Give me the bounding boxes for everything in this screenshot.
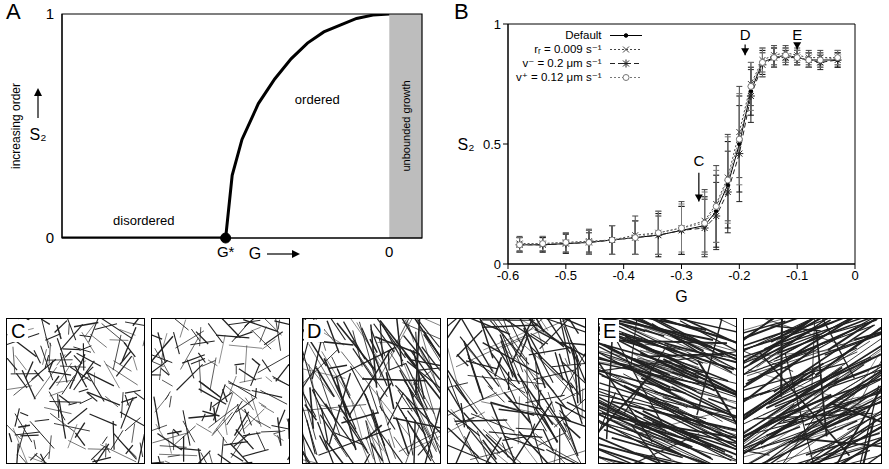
svg-text:S₂: S₂ bbox=[30, 126, 47, 143]
svg-text:unbounded growth: unbounded growth bbox=[400, 80, 412, 171]
html-text:E: E bbox=[603, 320, 617, 342]
html-text:v⁻ = 0.2 μm s⁻¹: v⁻ = 0.2 μm s⁻¹ bbox=[522, 57, 602, 69]
svg-text:0: 0 bbox=[851, 268, 858, 283]
svg-text:-0.2: -0.2 bbox=[728, 268, 750, 283]
svg-text:-0.3: -0.3 bbox=[670, 268, 692, 283]
svg-text:G: G bbox=[249, 245, 261, 262]
svg-text:ordered: ordered bbox=[295, 92, 340, 107]
svg-text:1: 1 bbox=[46, 5, 54, 22]
svg-text:disordered: disordered bbox=[113, 213, 174, 228]
html-text:B: B bbox=[454, 0, 469, 24]
svg-text:-0.4: -0.4 bbox=[612, 268, 634, 283]
html-text:rᵣ = 0.009 s⁻¹: rᵣ = 0.009 s⁻¹ bbox=[534, 43, 602, 55]
html-text:D: D bbox=[307, 320, 322, 342]
html-text:A: A bbox=[6, 0, 21, 24]
svg-text:G: G bbox=[675, 288, 687, 305]
svg-text:G*: G* bbox=[217, 243, 235, 260]
svg-text:0: 0 bbox=[494, 257, 501, 272]
svg-text:E: E bbox=[792, 26, 802, 43]
html-text:v⁺ = 0.12 μm s⁻¹: v⁺ = 0.12 μm s⁻¹ bbox=[516, 71, 602, 83]
svg-text:increasing order: increasing order bbox=[9, 83, 23, 169]
html-text:C: C bbox=[11, 320, 26, 342]
svg-text:0: 0 bbox=[385, 243, 393, 260]
svg-text:S₂: S₂ bbox=[458, 136, 475, 153]
svg-text:-0.6: -0.6 bbox=[496, 268, 520, 284]
svg-text:D: D bbox=[740, 26, 751, 43]
html-text:Default: Default bbox=[565, 29, 602, 41]
svg-text:-0.1: -0.1 bbox=[786, 268, 808, 283]
svg-text:C: C bbox=[693, 152, 704, 169]
svg-text:0: 0 bbox=[46, 229, 54, 246]
svg-text:0.5: 0.5 bbox=[483, 137, 501, 152]
svg-text:-0.5: -0.5 bbox=[555, 268, 577, 283]
svg-text:1: 1 bbox=[494, 17, 501, 32]
